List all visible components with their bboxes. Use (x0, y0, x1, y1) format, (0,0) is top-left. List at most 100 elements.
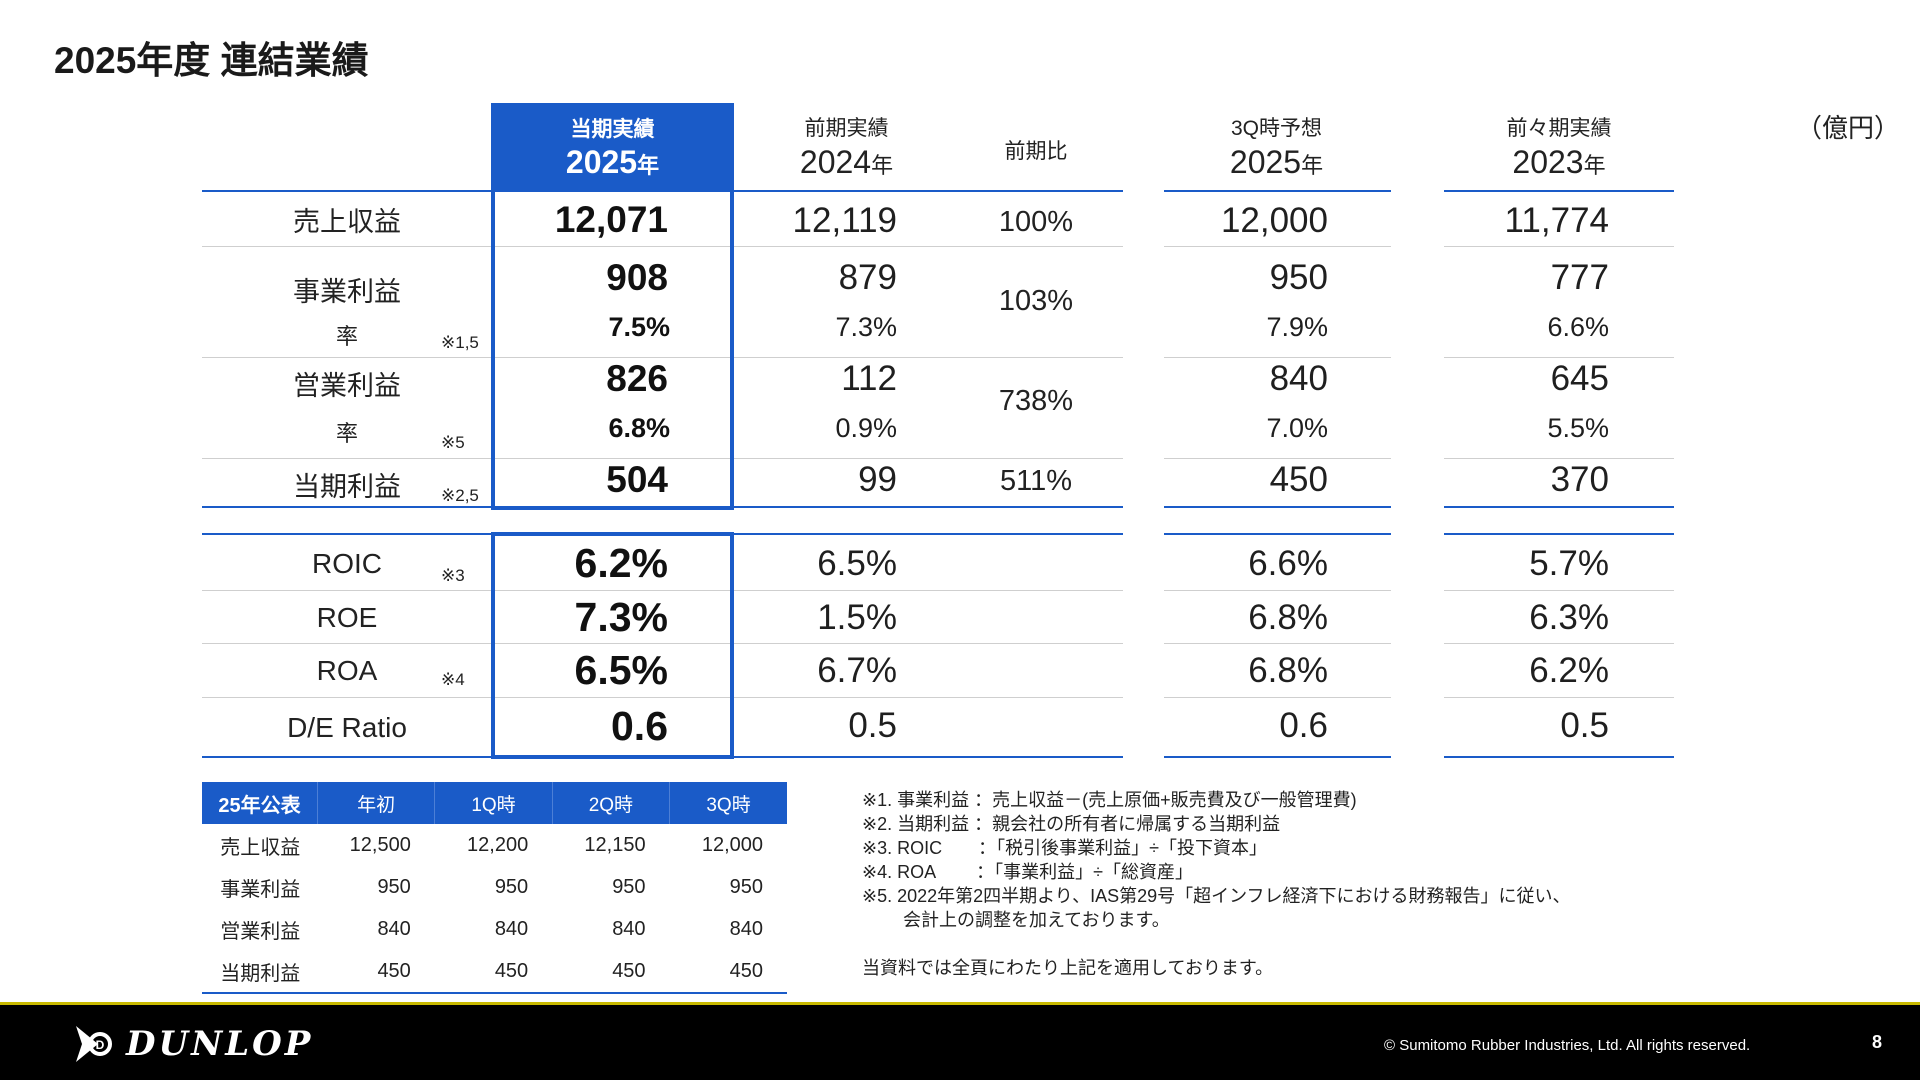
roa-forecast: 6.8% (1248, 651, 1328, 690)
table-row: 売上収益 12,500 12,200 12,150 12,000 (202, 824, 787, 866)
footnote: ※1. 事業利益 ：売上収益－(売上原価+販売費及び一般管理費) (862, 790, 1357, 810)
net-profit-current: 504 (606, 459, 668, 500)
row-divider (1164, 590, 1391, 591)
footnote: 会計上の調整を加えております。 (862, 910, 1170, 930)
row-divider (202, 643, 1123, 644)
business-profit-forecast-rate: 7.9% (1266, 312, 1328, 342)
row-divider (1164, 357, 1391, 358)
roe-prior: 1.5% (817, 598, 897, 637)
row-divider (202, 697, 1123, 698)
table-cell: 当期利益 (202, 950, 318, 994)
operating-profit-prior-rate: 0.9% (835, 413, 897, 443)
row-divider (1164, 643, 1391, 644)
table-cell: 12,200 (467, 833, 529, 856)
table-cell: 12,500 (349, 833, 411, 856)
de-forecast: 0.6 (1279, 706, 1328, 745)
table-cell: 450 (669, 950, 787, 994)
forecast-table-header: 1Q時 (434, 782, 553, 824)
roe-current: 7.3% (574, 594, 668, 640)
business-profit-note: ※1,5 (441, 333, 479, 352)
footnote-tail: 当資料では全頁にわたり上記を適用しております。 (862, 958, 1274, 978)
dunlop-flying-d-icon: D (76, 1026, 112, 1062)
kpi-bottom-rule (1444, 756, 1674, 758)
operating-profit-forecast-rate: 7.0% (1266, 413, 1328, 443)
unit-label: （億円） (1796, 113, 1901, 143)
table-cell: 840 (612, 917, 646, 940)
roa-prior2: 6.2% (1529, 651, 1609, 690)
table-cell: 売上収益 (220, 836, 301, 859)
yoy-column-header: 前期比 (1004, 140, 1068, 163)
row-label-sales: 売上収益 (293, 207, 401, 237)
footnote: ※5. 2022年第2四半期より、IAS第29号「超インフレ経済下における財務報… (862, 886, 1571, 906)
row-divider (1444, 697, 1674, 698)
kpi-top-rule (1444, 533, 1674, 535)
kpi-label-roe: ROE (316, 602, 378, 633)
table-cell: 950 (494, 875, 529, 898)
forecast-column-header: 3Q時予想 2025年 (1229, 117, 1324, 180)
table-cell: 450 (434, 950, 553, 994)
table-top-rule (1164, 190, 1391, 192)
roic-forecast: 6.6% (1248, 544, 1328, 583)
footnote: ※2. 当期利益 ：親会社の所有者に帰属する当期利益 (862, 814, 1281, 834)
forecast-table-header: 3Q時 (669, 782, 787, 824)
row-divider (1444, 357, 1674, 358)
table-row: 当期利益 450 450 450 450 (202, 950, 787, 994)
roa-prior: 6.7% (817, 651, 897, 690)
operating-profit-prior2: 645 (1550, 359, 1609, 398)
operating-profit-current-rate: 6.8% (608, 413, 670, 443)
roa-note: ※4 (441, 670, 465, 689)
row-label-operating-profit: 営業利益 (293, 371, 401, 401)
footnote-spacer (862, 932, 1571, 956)
row-divider (1164, 246, 1391, 247)
forecast-revision-table: 25年公表 年初 1Q時 2Q時 3Q時 売上収益 12,500 12,200 … (202, 782, 787, 994)
operating-profit-prior2-rate: 5.5% (1547, 413, 1609, 443)
row-divider (1444, 643, 1674, 644)
business-profit-current: 908 (606, 257, 668, 298)
de-prior2: 0.5 (1560, 706, 1609, 745)
business-profit-prior: 879 (838, 258, 897, 297)
kpi-label-roa: ROA (316, 655, 378, 686)
row-divider (202, 458, 1123, 459)
table-top-rule (1444, 190, 1674, 192)
page-number: 8 (1872, 1032, 1883, 1052)
de-current: 0.6 (611, 703, 668, 749)
prior2-column-header: 前々期実績 2023年 (1506, 117, 1612, 180)
row-divider (202, 357, 1123, 358)
table-bottom-rule (1164, 506, 1391, 508)
footnote: ※4. ROA ：「事業利益」÷「総資産」 (862, 862, 1193, 882)
kpi-bottom-rule (1164, 756, 1391, 758)
roic-current: 6.2% (574, 540, 668, 586)
operating-profit-note: ※5 (441, 433, 465, 452)
roic-prior2: 5.7% (1529, 544, 1609, 583)
table-cell: 営業利益 (220, 920, 301, 943)
roic-prior: 6.5% (817, 544, 897, 583)
footer-bar (0, 1002, 1920, 1080)
footnote: ※3. ROIC ：「税引後事業利益」÷「投下資本」 (862, 838, 1267, 858)
row-divider (1164, 697, 1391, 698)
table-cell: 12,000 (701, 833, 763, 856)
operating-profit-current: 826 (606, 358, 668, 399)
brand-logo: DUNLOP (126, 1024, 314, 1064)
business-profit-prior2: 777 (1550, 258, 1609, 297)
net-profit-prior: 99 (858, 460, 897, 499)
kpi-label-de-ratio: D/E Ratio (287, 712, 407, 743)
current-column-label: 当期実績 (570, 118, 655, 141)
table-cell: 450 (317, 950, 435, 994)
net-profit-forecast: 450 (1269, 460, 1328, 499)
row-divider (1444, 246, 1674, 247)
row-divider (202, 590, 1123, 591)
sales-forecast: 12,000 (1220, 201, 1328, 240)
current-kpi-highlight (491, 532, 734, 759)
kpi-top-rule (1164, 533, 1391, 535)
roe-forecast: 6.8% (1248, 598, 1328, 637)
current-column-header: 当期実績 2025年 (491, 103, 734, 192)
table-cell: 840 (494, 917, 529, 940)
kpi-label-roic: ROIC (312, 548, 382, 579)
sales-prior2: 11,774 (1504, 201, 1609, 240)
row-divider (1444, 458, 1674, 459)
row-label-net-profit: 当期利益 (293, 472, 401, 502)
row-divider (1444, 590, 1674, 591)
net-profit-yoy: 511% (999, 465, 1073, 497)
table-bottom-rule (1444, 506, 1674, 508)
row-divider (202, 246, 1123, 247)
